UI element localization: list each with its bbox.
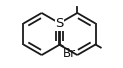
Text: Br: Br xyxy=(63,47,76,60)
Text: S: S xyxy=(55,17,64,30)
